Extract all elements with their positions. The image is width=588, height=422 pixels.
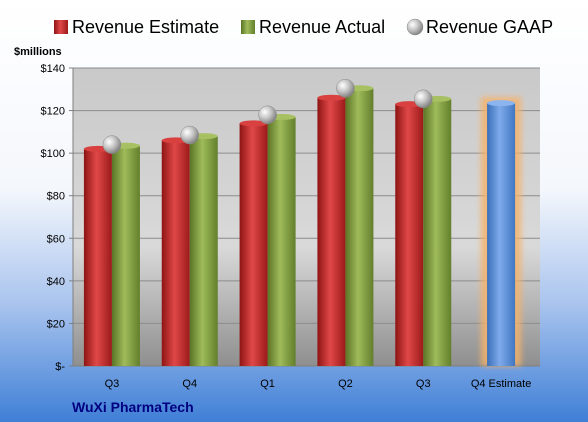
x-tick-label: Q3: [416, 378, 431, 390]
y-axis-unit: $millions: [14, 46, 62, 58]
company-name: WuXi PharmaTech: [72, 399, 194, 415]
bar-revenue-estimate-cap: [317, 94, 346, 101]
bar-revenue-actual: [189, 136, 218, 366]
bar-revenue-actual: [111, 145, 140, 366]
bar-revenue-actual: [267, 116, 296, 366]
legend-swatch: [406, 18, 424, 36]
bar-revenue-estimate-cap: [239, 120, 268, 127]
x-tick-label: Q1: [260, 378, 275, 390]
y-tick-label: $100: [41, 148, 65, 160]
legend-label: Revenue Actual: [259, 17, 385, 37]
legend-swatch: [241, 20, 255, 34]
gaap-points: [102, 78, 433, 154]
point-revenue-gaap: [336, 78, 355, 98]
x-axis-ticks: Q3 Q4 Q1 Q2 Q3 Q4 Estimate: [105, 378, 532, 390]
bar-revenue-estimate: [317, 97, 346, 367]
point-revenue-gaap: [180, 125, 199, 145]
y-tick-label: $80: [47, 191, 65, 203]
y-tick-label: $40: [47, 276, 65, 288]
legend: Revenue Estimate Revenue Actual Revenue GA…: [54, 17, 553, 37]
bar-q4-estimate: [487, 103, 516, 366]
bar-revenue-estimate: [83, 148, 112, 366]
x-tick-label: Q3: [105, 378, 120, 390]
bar-revenue-estimate: [395, 104, 424, 366]
gridlines: [73, 67, 540, 367]
legend-swatch: [54, 20, 68, 34]
point-revenue-gaap: [102, 135, 122, 154]
y-axis-ticks: $- $20 $40 $60 $80 $100 $120 $140: [41, 63, 74, 373]
bar-revenue-estimate: [161, 140, 190, 366]
legend-label: Revenue Estimate: [72, 17, 219, 37]
y-tick-label: $120: [41, 106, 65, 118]
y-tick-label: $20: [47, 318, 65, 330]
bar-revenue-actual: [423, 98, 452, 366]
y-tick-label: $-: [55, 361, 65, 373]
point-revenue-gaap: [414, 89, 433, 109]
bar-q4-estimate-cap: [487, 100, 516, 107]
y-tick-label: $140: [41, 63, 65, 75]
x-tick-label: Q4 Estimate: [471, 378, 532, 390]
bar-revenue-actual: [345, 88, 374, 366]
y-tick-label: $60: [47, 233, 65, 245]
x-tick-label: Q2: [338, 378, 353, 390]
x-tick-label: Q4: [182, 378, 197, 390]
legend-label: Revenue GAAP: [426, 17, 553, 37]
bar-revenue-estimate: [239, 123, 268, 366]
plot-area: [73, 68, 540, 366]
bars: [83, 85, 522, 367]
point-revenue-gaap: [258, 105, 277, 125]
